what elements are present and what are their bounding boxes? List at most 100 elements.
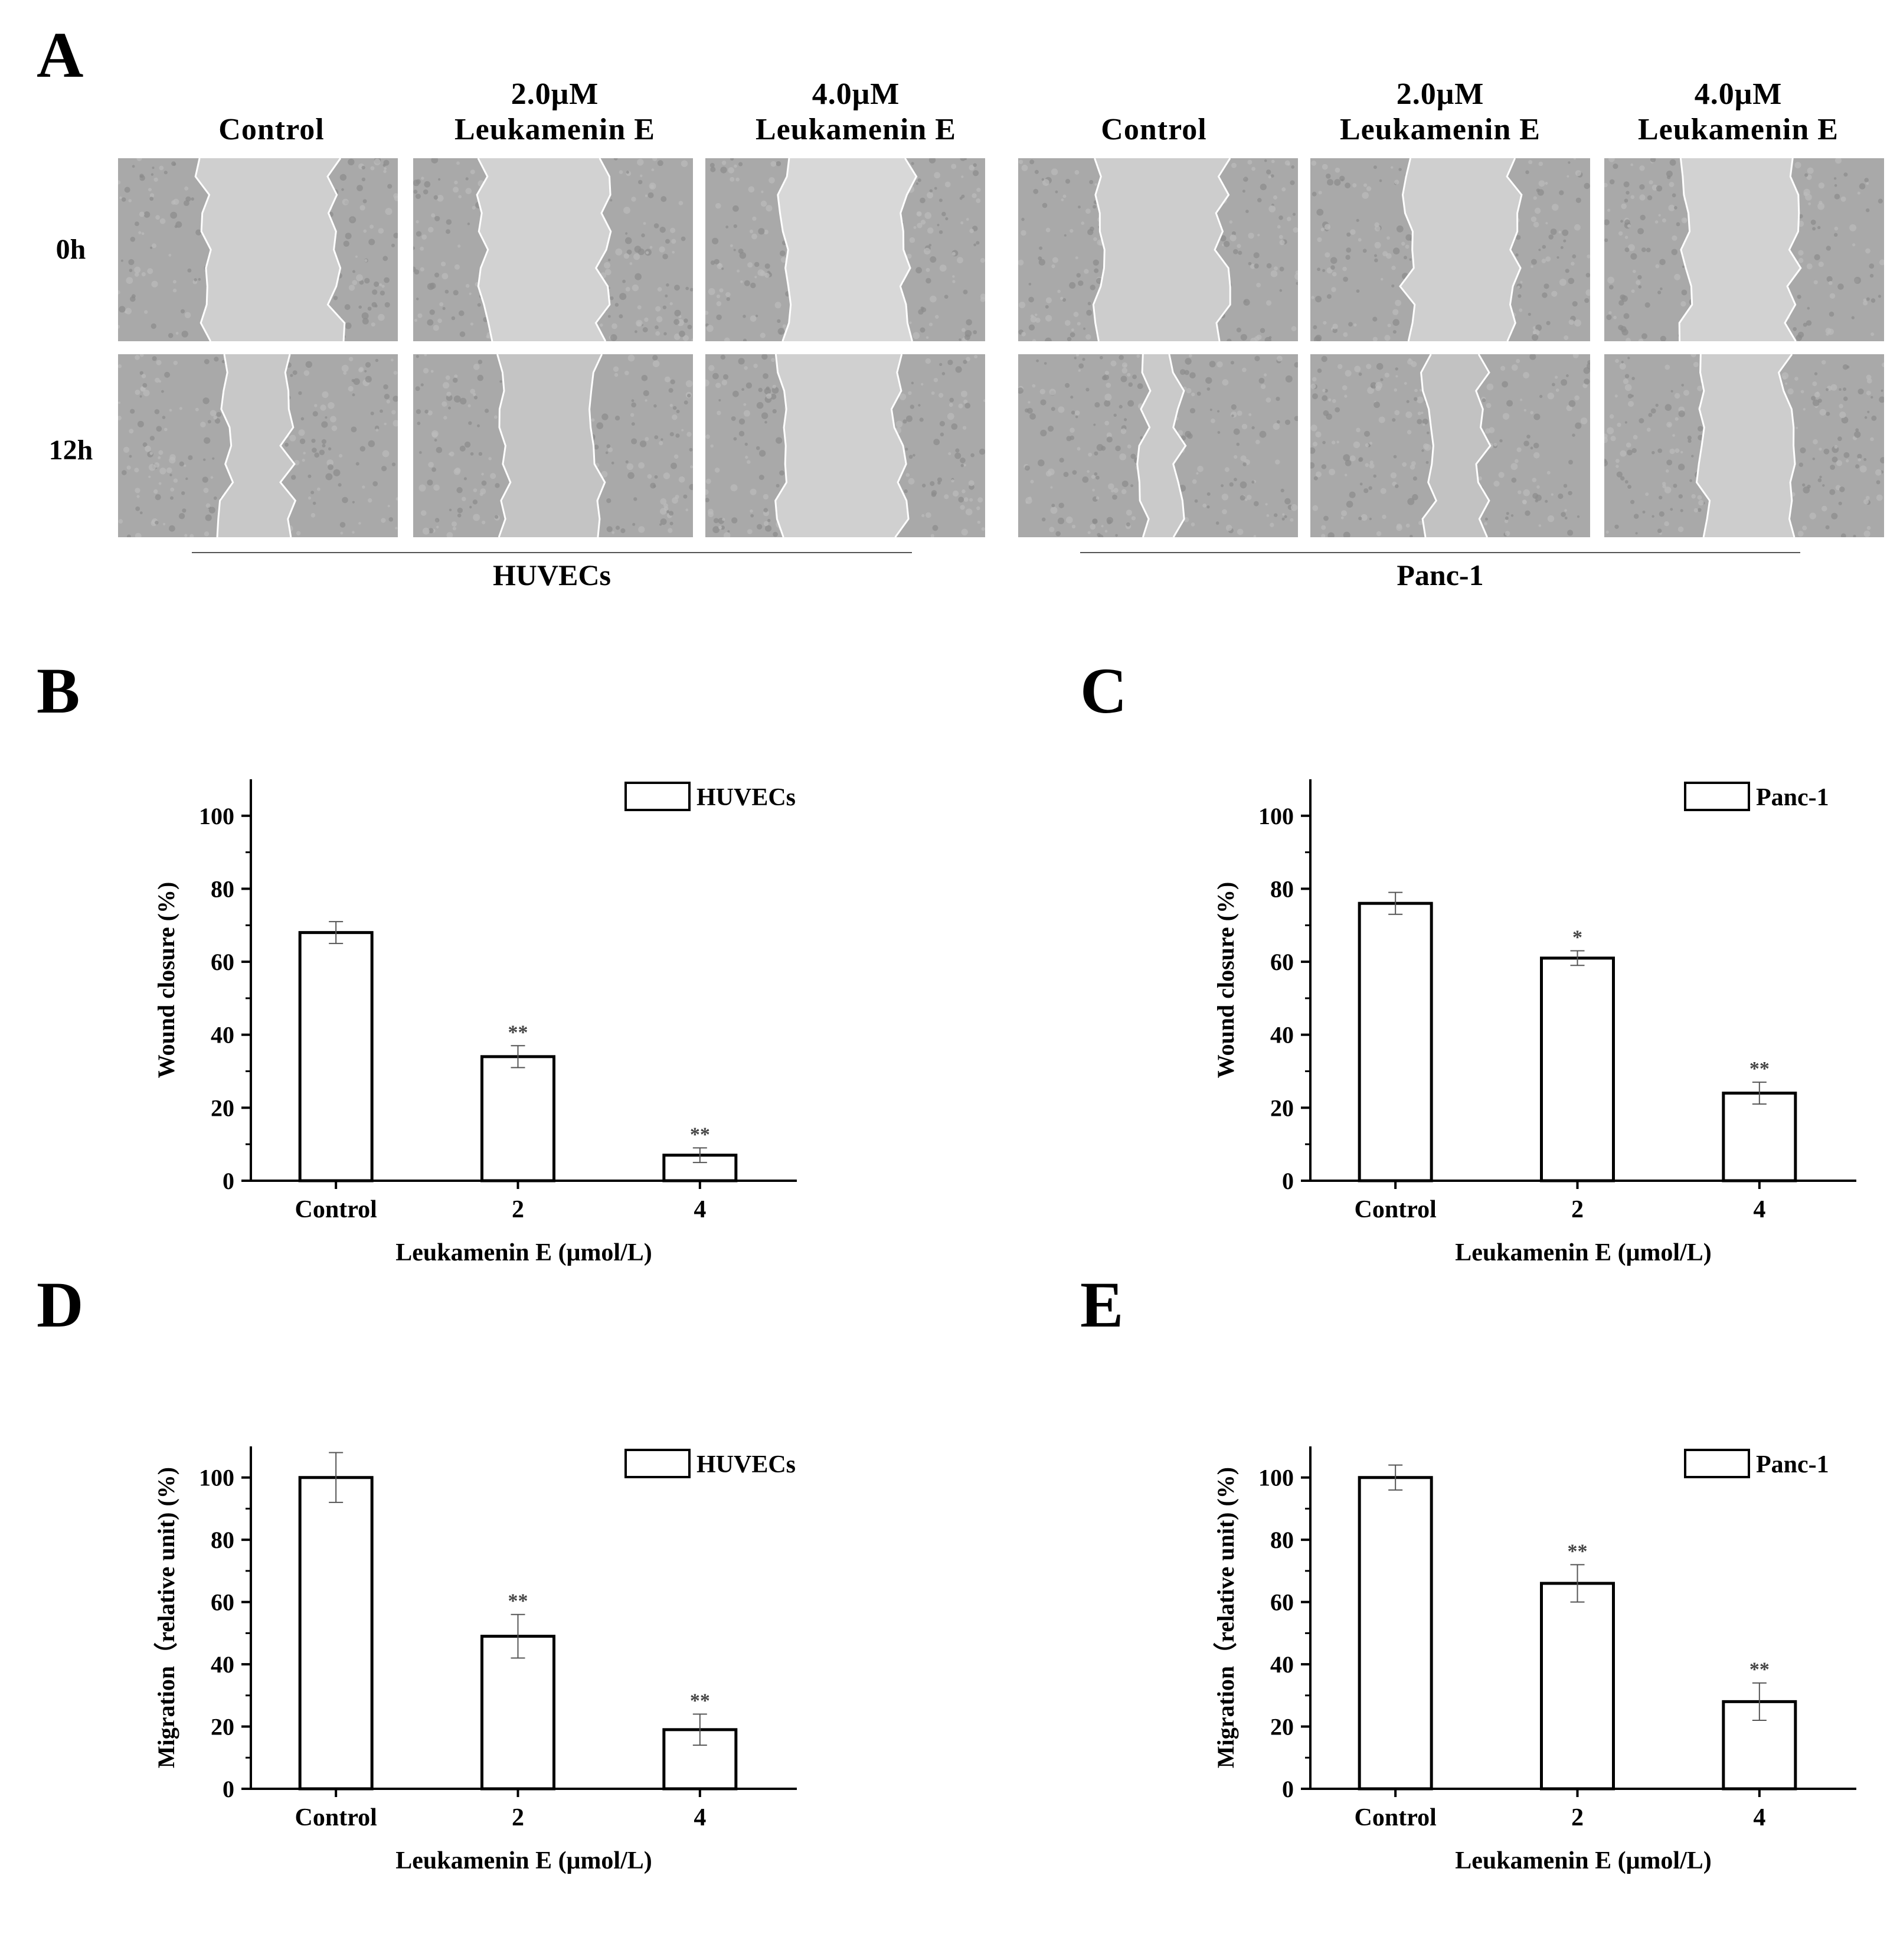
cell-speck <box>1628 244 1635 251</box>
cell-speck <box>1082 476 1089 483</box>
wound-edge-right <box>890 354 910 537</box>
cell-speck <box>191 197 194 201</box>
legend: Panc-1 <box>1684 1449 1829 1478</box>
cell-speck <box>1812 399 1820 407</box>
cell-speck <box>181 331 188 338</box>
cell-speck <box>348 158 355 166</box>
cell-speck <box>1038 459 1045 466</box>
cell-speck <box>760 200 767 207</box>
cell-speck <box>361 165 365 169</box>
cell-speck <box>1533 221 1539 228</box>
cell-speck <box>1132 374 1137 380</box>
cell-speck <box>391 243 395 247</box>
cell-speck <box>203 488 209 494</box>
cell-speck <box>370 411 374 416</box>
cell-speck <box>766 205 773 212</box>
cell-speck <box>1802 483 1806 487</box>
cell-speck <box>371 302 377 308</box>
cell-speck <box>1620 476 1625 481</box>
cell-speck <box>156 426 162 432</box>
cell-speck <box>670 379 675 384</box>
cell-speck <box>1879 259 1884 266</box>
cell-speck <box>322 443 326 447</box>
cell-speck <box>1221 494 1229 501</box>
wound-gap-region <box>195 158 345 341</box>
micrograph-cell <box>705 354 985 537</box>
cell-speck <box>139 211 145 217</box>
cell-speck <box>1231 162 1237 168</box>
cell-speck <box>1515 459 1519 463</box>
cell-speck <box>933 378 938 383</box>
cell-speck <box>911 162 914 165</box>
y-axis-label: Wound closure (%) <box>1212 882 1239 1079</box>
cell-speck <box>951 479 954 483</box>
cell-speck <box>955 448 960 453</box>
significance-marker: ** <box>1749 1058 1770 1080</box>
cell-speck <box>716 294 721 299</box>
cell-speck <box>1238 250 1242 255</box>
cell-speck <box>202 397 210 404</box>
cell-speck <box>1323 321 1327 325</box>
cell-speck <box>1229 220 1233 224</box>
cell-speck <box>1484 522 1487 525</box>
cell-speck <box>302 459 305 462</box>
cell-speck <box>1630 163 1633 166</box>
cell-speck <box>499 380 502 383</box>
cell-speck <box>1029 413 1036 420</box>
cell-speck <box>706 325 714 332</box>
cell-speck <box>1529 354 1536 360</box>
cell-speck <box>1137 383 1143 390</box>
cell-speck <box>938 230 943 234</box>
cell-speck <box>1369 460 1374 465</box>
cell-speck <box>744 366 748 370</box>
cell-speck <box>1085 387 1090 392</box>
cell-speck <box>1078 280 1084 286</box>
cell-speck <box>1341 510 1347 517</box>
y-tick-label: 60 <box>1270 949 1294 975</box>
cell-speck <box>596 422 603 429</box>
cell-speck <box>131 294 136 299</box>
cell-speck <box>151 173 154 176</box>
micrograph-cell <box>413 354 693 537</box>
cell-speck <box>607 259 611 262</box>
cell-speck <box>668 528 673 533</box>
cell-speck <box>741 388 744 391</box>
cell-speck <box>766 386 770 390</box>
cell-speck <box>214 418 221 424</box>
cell-speck <box>1878 198 1883 204</box>
cell-speck <box>958 496 964 503</box>
bar <box>1358 1476 1433 1791</box>
cell-speck <box>1624 374 1630 378</box>
cell-speck <box>1624 421 1627 424</box>
cell-speck <box>1574 319 1581 327</box>
cell-speck <box>1561 512 1566 517</box>
bar <box>480 1635 555 1791</box>
cell-speck <box>972 193 977 198</box>
cell-speck <box>610 199 613 202</box>
cell-speck <box>1311 161 1317 166</box>
cell-speck <box>1093 423 1096 426</box>
cell-speck <box>1019 302 1026 309</box>
cell-speck <box>1624 198 1628 203</box>
cell-speck <box>1179 369 1186 375</box>
cell-speck <box>631 438 637 445</box>
cell-speck <box>1680 301 1686 307</box>
cell-speck <box>438 178 441 181</box>
cell-speck <box>1128 382 1133 387</box>
cell-speck <box>1616 465 1619 468</box>
cell-speck <box>454 374 458 378</box>
cell-speck <box>413 179 420 187</box>
cell-speck <box>924 212 931 219</box>
cell-speck <box>1419 388 1422 392</box>
cell-speck <box>973 243 977 247</box>
cell-speck <box>1256 334 1262 340</box>
cell-speck <box>731 416 736 422</box>
cell-speck <box>1251 481 1255 484</box>
cell-speck <box>1270 270 1278 277</box>
cell-speck <box>1520 398 1523 401</box>
cell-speck <box>1220 235 1227 241</box>
cell-speck <box>1070 427 1075 433</box>
y-tick-label: 0 <box>223 1776 234 1802</box>
micrograph-image <box>118 158 398 341</box>
bar <box>1540 956 1615 1182</box>
